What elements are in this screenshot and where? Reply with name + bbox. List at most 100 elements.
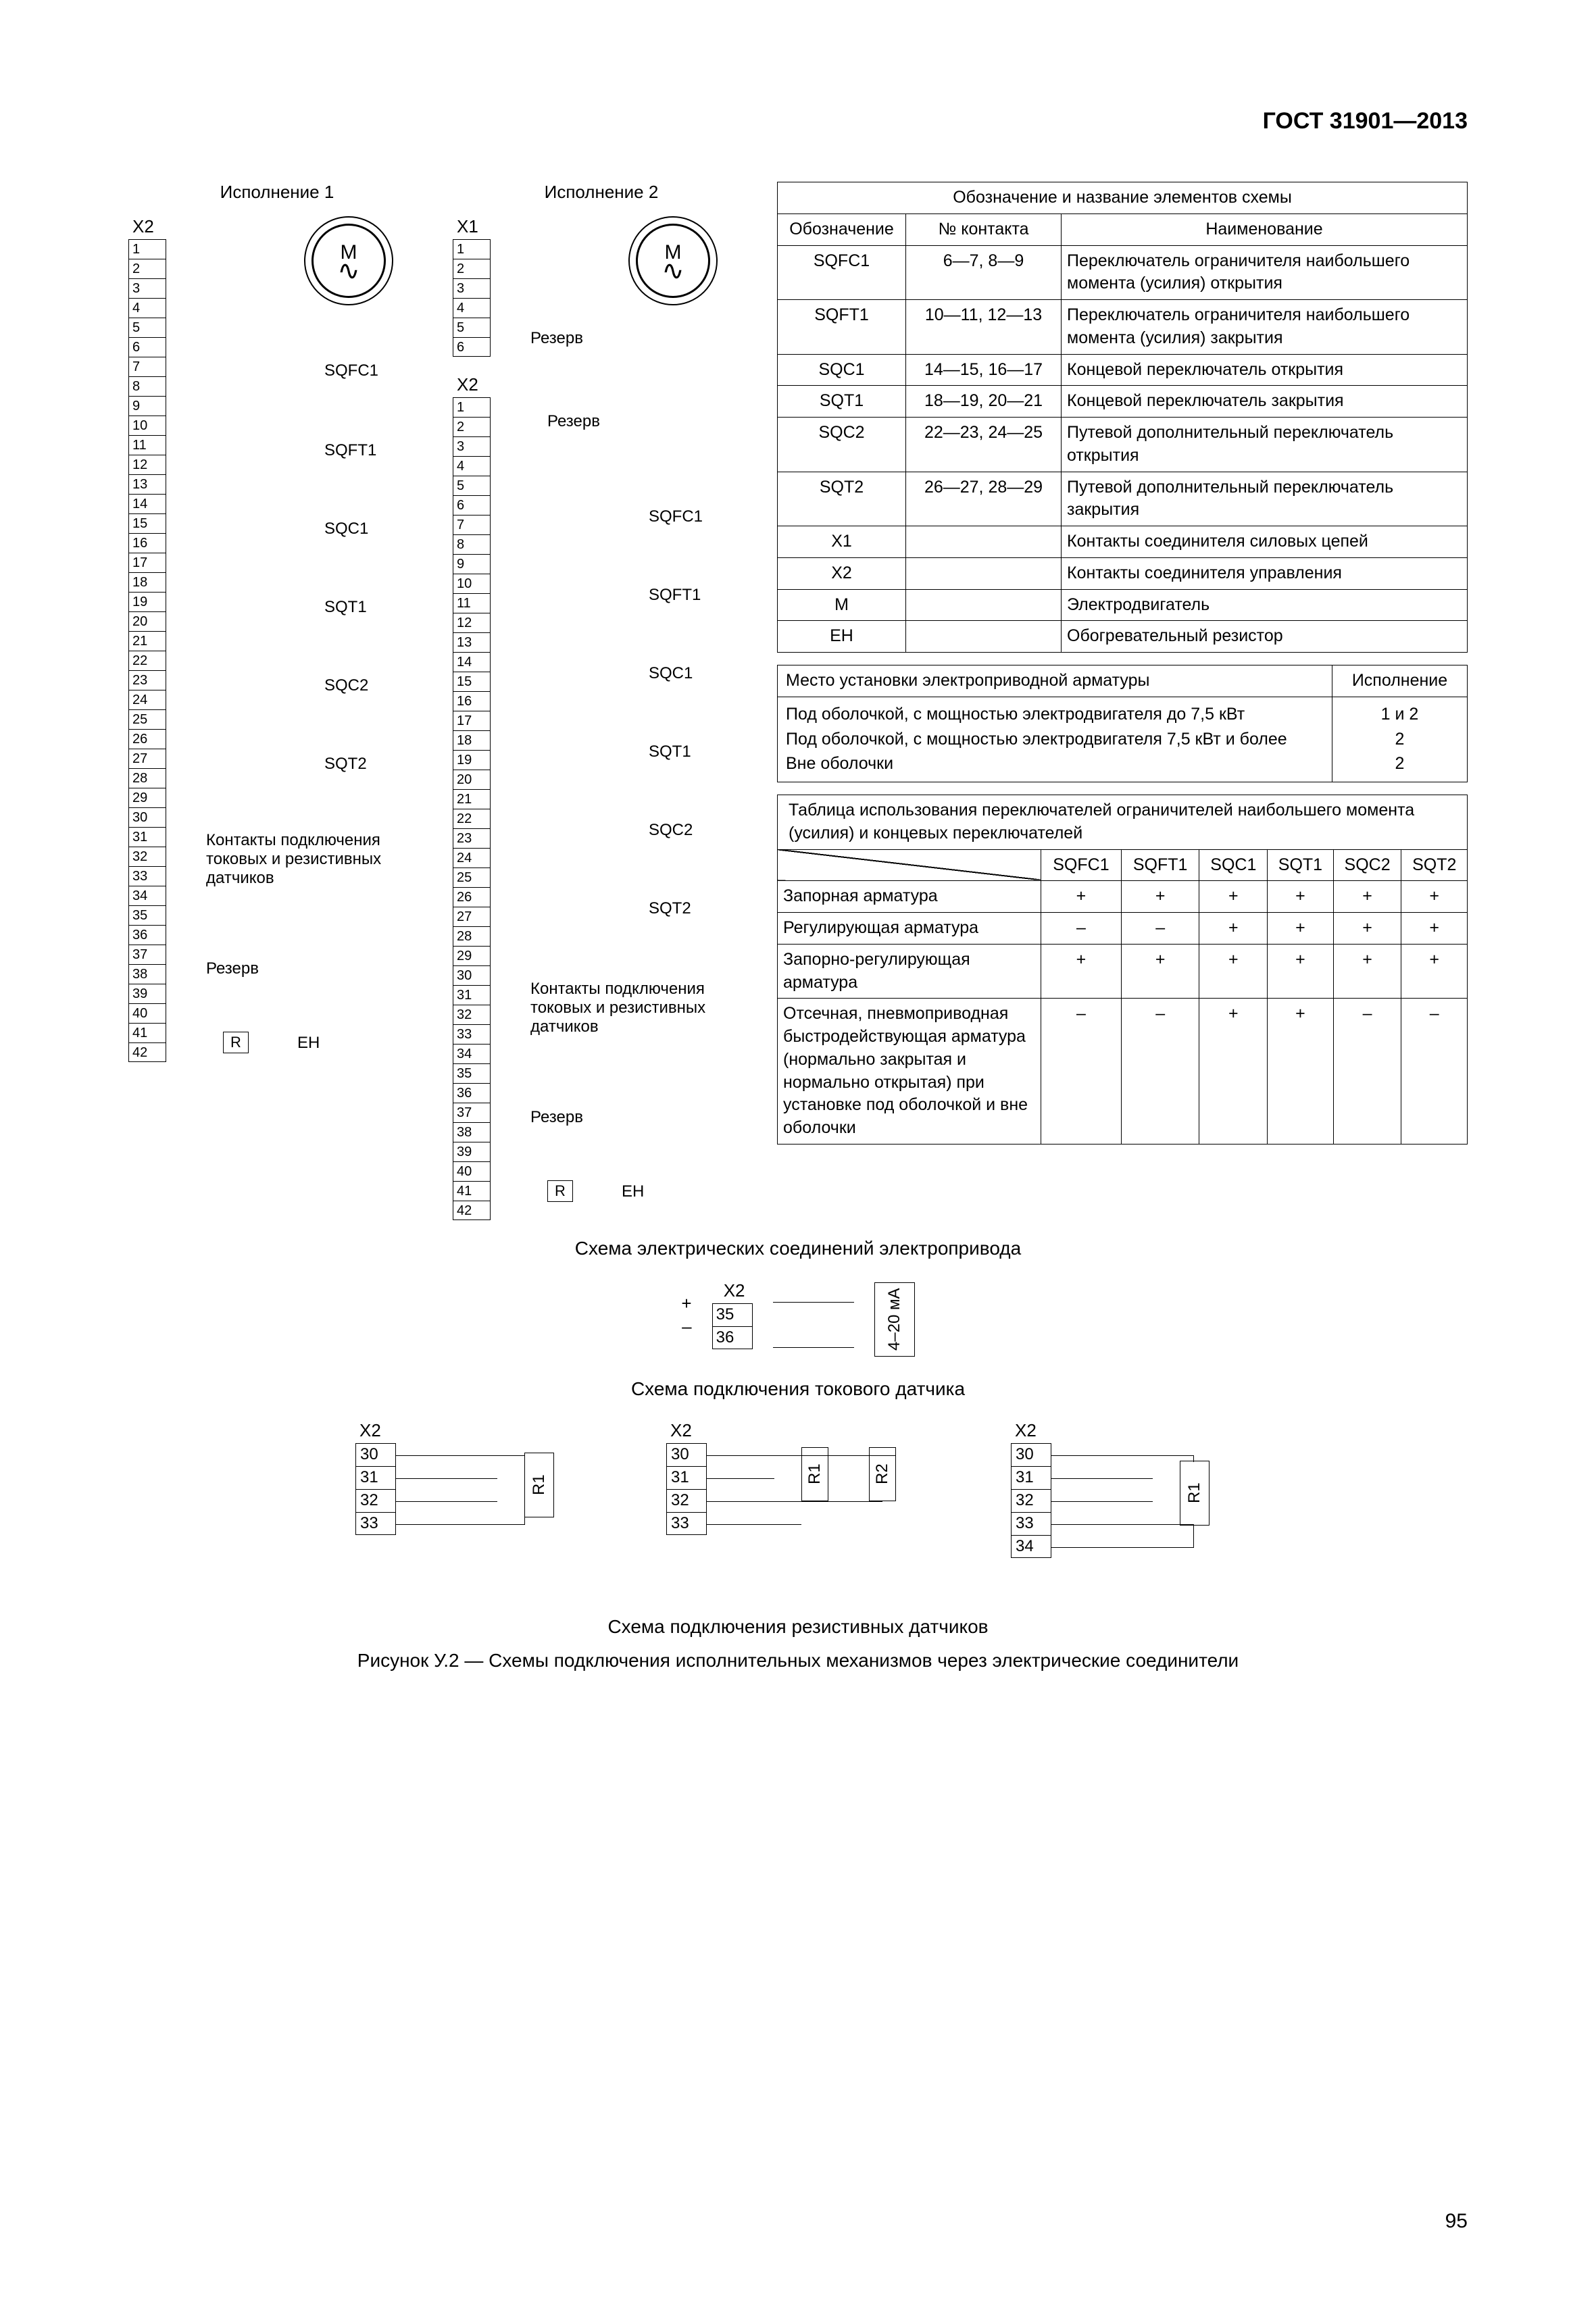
terminal-11: 11	[453, 593, 490, 613]
terminal-16: 16	[453, 691, 490, 711]
table-row: SQFC16—7, 8—9Переключатель ограничителя …	[778, 245, 1468, 300]
col-num: № контакта	[906, 213, 1062, 245]
terminal-8: 8	[453, 534, 490, 554]
terminal-41: 41	[129, 1023, 166, 1042]
install-loc-header: Место установки электроприводной арматур…	[778, 665, 1332, 697]
label-sensors-note-v2: Контакты подключения токовых и резистивн…	[530, 980, 733, 1036]
terminal-14: 14	[129, 494, 166, 513]
label-reserve-ctrl1: Резерв	[547, 412, 600, 431]
terminal-27: 27	[129, 749, 166, 768]
terminal-33: 33	[667, 1512, 706, 1535]
terminal-23: 23	[453, 828, 490, 848]
motor-icon: М ∿	[311, 224, 386, 298]
table-row: Запорная арматура++++++	[778, 881, 1468, 913]
terminal-37: 37	[453, 1103, 490, 1122]
label-sqt1: SQT1	[324, 598, 367, 617]
terminal-39: 39	[453, 1142, 490, 1161]
document-standard-code: ГОСТ 31901—2013	[128, 108, 1468, 134]
label-sqft1: SQFT1	[324, 441, 376, 460]
schematic-1-title: Исполнение 1	[128, 182, 426, 203]
caption-scheme-conn: Схема электрических соединений электропр…	[128, 1238, 1468, 1259]
terminal-31: 31	[129, 827, 166, 847]
terminal-10: 10	[129, 416, 166, 435]
schematic-variant-1: Исполнение 1 X2 М ∿ 12345678910111213141…	[128, 182, 426, 1067]
col-name: Наименование	[1062, 213, 1468, 245]
terminal-33: 33	[1012, 1512, 1051, 1535]
terminal-2: 2	[453, 259, 490, 278]
terminal-34: 34	[129, 886, 166, 905]
terminal-20: 20	[129, 611, 166, 631]
terminal-33: 33	[129, 866, 166, 886]
current-sensor-diagram: + – X2 35 36 4–20 мА	[629, 1273, 967, 1357]
terminal-33: 33	[453, 1024, 490, 1044]
usage-col-2: SQC1	[1199, 849, 1268, 881]
terminal-21: 21	[453, 789, 490, 809]
label-sqc1-v2: SQC1	[649, 664, 693, 683]
terminal-15: 15	[129, 513, 166, 533]
cs-term-0: 35	[713, 1303, 752, 1326]
label-sqfc1: SQFC1	[324, 361, 378, 380]
terminal-30: 30	[129, 807, 166, 827]
label-sqt2-v2: SQT2	[649, 899, 691, 918]
terminal-3: 3	[453, 278, 490, 298]
table-row: SQFT110—11, 12—13Переключатель ограничит…	[778, 300, 1468, 355]
terminal-31: 31	[1012, 1466, 1051, 1489]
terminal-4: 4	[453, 298, 490, 318]
terminal-6: 6	[129, 337, 166, 357]
table-row: SQT226—27, 28—29Путевой дополнительный п…	[778, 472, 1468, 526]
usage-col-3: SQT1	[1268, 849, 1333, 881]
terminal-17: 17	[129, 553, 166, 572]
terminal-32: 32	[356, 1489, 395, 1512]
v2-connector-ctrl: X2	[457, 374, 750, 395]
label-eh-v2: EH	[622, 1182, 644, 1201]
terminal-18: 18	[453, 730, 490, 750]
terminal-20: 20	[453, 770, 490, 789]
table-row: Запорно-регулирующая арматура++++++	[778, 944, 1468, 999]
usage-col-5: SQT2	[1401, 849, 1468, 881]
terminal-11: 11	[129, 435, 166, 455]
terminal-32: 32	[667, 1489, 706, 1512]
tilde-icon: ∿	[662, 263, 684, 279]
terminal-38: 38	[129, 964, 166, 984]
rd1-r1: R1	[524, 1453, 554, 1517]
terminal-26: 26	[129, 729, 166, 749]
terminal-30: 30	[1012, 1443, 1051, 1466]
terminal-1: 1	[129, 239, 166, 259]
label-sensors-note: Контакты подключения токовых и резистивн…	[206, 831, 409, 888]
terminal-9: 9	[129, 396, 166, 416]
terminal-22: 22	[453, 809, 490, 828]
terminal-30: 30	[667, 1443, 706, 1466]
terminal-3: 3	[129, 278, 166, 298]
label-reserve-ctrl2: Резерв	[530, 1108, 583, 1127]
terminal-15: 15	[453, 672, 490, 691]
terminal-40: 40	[129, 1003, 166, 1023]
resistor-icon: R	[223, 1032, 249, 1053]
diagonal-cell	[778, 849, 1041, 881]
label-sqft1-v2: SQFT1	[649, 586, 701, 605]
terminal-29: 29	[129, 788, 166, 807]
terminal-29: 29	[453, 946, 490, 965]
table-row: X2Контакты соединителя управления	[778, 557, 1468, 589]
usage-table: Таблица использования переключателей огр…	[777, 795, 1468, 1145]
terminal-36: 36	[129, 925, 166, 945]
terminal-42: 42	[129, 1042, 166, 1062]
terminal-28: 28	[129, 768, 166, 788]
output-4-20ma: 4–20 мА	[874, 1282, 915, 1357]
terminal-42: 42	[453, 1201, 490, 1220]
rd3-r1: R1	[1180, 1461, 1210, 1526]
terminal-8: 8	[129, 376, 166, 396]
caption-resistive-sensor: Схема подключения резистивных датчиков	[128, 1616, 1468, 1638]
usage-col-0: SQFC1	[1041, 849, 1122, 881]
terminal-38: 38	[453, 1122, 490, 1142]
terminal-4: 4	[453, 456, 490, 476]
install-exec-header: Исполнение	[1332, 665, 1468, 697]
terminal-32: 32	[453, 1005, 490, 1024]
terminal-39: 39	[129, 984, 166, 1003]
terminal-2: 2	[453, 417, 490, 436]
cs-connector: X2	[716, 1280, 753, 1301]
terminal-40: 40	[453, 1161, 490, 1181]
schematic-variant-2: Исполнение 2 X1 М ∿ 123456 Резерв X2 123…	[453, 182, 750, 1216]
terminal-36: 36	[453, 1083, 490, 1103]
terminal-31: 31	[667, 1466, 706, 1489]
label-sqc2: SQC2	[324, 676, 368, 695]
